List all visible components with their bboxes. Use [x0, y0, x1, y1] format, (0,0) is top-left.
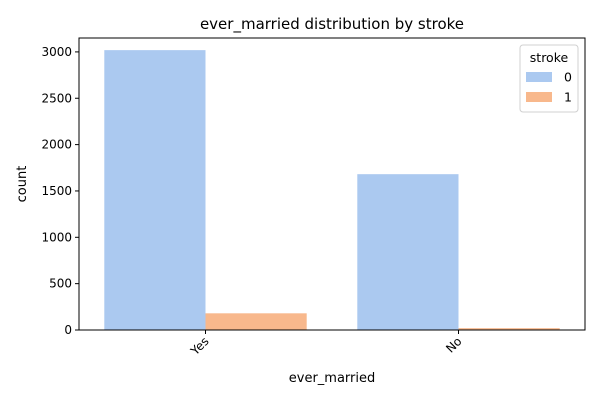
x-axis-label: ever_married — [289, 371, 376, 386]
axes-frame — [78, 37, 586, 331]
y-axis-ticks: 0 500 1000 1500 2000 2500 3000 — [41, 45, 79, 337]
legend-swatch-0 — [526, 72, 552, 82]
bar-yes-stroke-0 — [104, 50, 206, 330]
legend: stroke 01 — [519, 44, 579, 113]
y-tick-label: 500 — [49, 277, 72, 291]
legend-label-0: 0 — [564, 70, 572, 85]
bar-yes-stroke-1 — [205, 313, 307, 330]
x-axis-ticks: Yes No — [187, 330, 465, 359]
y-tick-label: 1000 — [41, 230, 72, 244]
x-tick-label-yes: Yes — [187, 334, 211, 358]
bars-group — [104, 50, 560, 330]
legend-label-1: 1 — [564, 90, 572, 105]
y-tick-label: 1500 — [41, 184, 72, 198]
y-tick-label: 3000 — [41, 45, 72, 59]
bar-no-stroke-0 — [357, 174, 459, 330]
y-axis-label: count — [15, 166, 30, 203]
legend-items: 01 — [526, 70, 572, 105]
legend-title: stroke — [530, 50, 569, 65]
y-tick-label: 2500 — [41, 91, 72, 105]
y-tick-label: 2000 — [41, 138, 72, 152]
legend-swatch-1 — [526, 92, 552, 102]
bar-no-stroke-1 — [458, 328, 560, 330]
x-tick-label-no: No — [443, 334, 464, 355]
y-tick-label: 0 — [64, 323, 72, 337]
chart-title: ever_married distribution by stroke — [200, 15, 464, 34]
